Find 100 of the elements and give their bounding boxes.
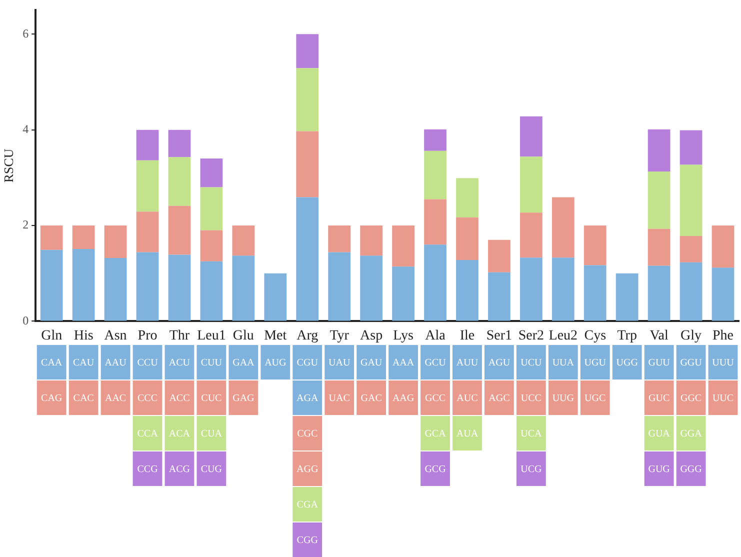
x-tick-label: Leu1 xyxy=(197,328,226,344)
x-tick-label: Glu xyxy=(232,328,254,344)
bar xyxy=(520,116,542,157)
text: AUA xyxy=(456,428,479,440)
text: GAA xyxy=(232,357,256,368)
bar xyxy=(520,258,542,321)
text: CCG xyxy=(137,464,158,475)
bar xyxy=(680,130,702,165)
bar xyxy=(648,129,670,172)
bar xyxy=(456,260,478,321)
text: CCC xyxy=(137,392,158,404)
bar xyxy=(104,226,127,258)
bar xyxy=(360,226,383,256)
y-axis-title: RSCU xyxy=(1,148,16,183)
bar xyxy=(424,199,446,245)
bar xyxy=(200,187,223,230)
x-tick-label: Asn xyxy=(104,328,127,344)
bar xyxy=(456,217,478,260)
text: CGU xyxy=(296,357,319,368)
bar xyxy=(296,34,319,68)
text: AAC xyxy=(104,392,126,404)
y-tick-label: 4 xyxy=(22,122,29,136)
text: UGG xyxy=(616,357,638,368)
bar xyxy=(360,256,383,321)
text: AGG xyxy=(296,464,318,475)
bar xyxy=(136,130,159,160)
text: GCC xyxy=(424,392,446,404)
bar xyxy=(328,252,351,321)
bar xyxy=(232,226,255,256)
x-tick-label: Trp xyxy=(617,328,637,344)
text: CCU xyxy=(137,357,159,368)
text: AAU xyxy=(104,357,128,368)
x-tick-label: Ile xyxy=(460,328,475,344)
text: ACC xyxy=(169,392,190,404)
text: UAU xyxy=(328,357,351,368)
bar xyxy=(488,272,510,321)
bar xyxy=(712,268,734,321)
bar xyxy=(296,131,319,198)
text: UCC xyxy=(520,392,542,404)
bar xyxy=(488,240,510,272)
x-tick-label: Val xyxy=(650,328,669,344)
bar xyxy=(72,248,95,321)
x-tick-label: Leu2 xyxy=(548,328,578,344)
bar xyxy=(616,273,638,321)
text: CGG xyxy=(296,534,318,546)
text: GCG xyxy=(424,464,446,475)
text: UGC xyxy=(584,392,606,404)
x-tick-label: Ser1 xyxy=(486,328,512,344)
x-tick-label: Phe xyxy=(712,328,734,344)
y-tick-label: 2 xyxy=(22,218,29,232)
text: ACG xyxy=(168,464,190,475)
text: GCU xyxy=(424,357,447,368)
text: GAU xyxy=(360,357,383,368)
bar xyxy=(40,250,63,321)
text: UUC xyxy=(712,392,734,404)
x-tick-label: Gly xyxy=(680,328,702,344)
text: UUG xyxy=(552,392,574,404)
bar xyxy=(552,197,574,258)
text: GGC xyxy=(680,392,702,404)
bar xyxy=(520,212,542,258)
text: AUC xyxy=(456,392,478,404)
bar xyxy=(648,266,670,321)
bar xyxy=(712,226,734,268)
x-tick-label: Met xyxy=(264,328,287,344)
text: AGA xyxy=(296,392,319,404)
bar xyxy=(424,244,446,321)
text: ACU xyxy=(168,357,191,368)
text: UCA xyxy=(520,428,543,440)
bar xyxy=(680,164,702,236)
bar xyxy=(584,265,606,321)
text: UUA xyxy=(552,357,575,368)
text: GUU xyxy=(648,357,671,368)
text: GGA xyxy=(680,428,703,440)
text: CUU xyxy=(200,357,223,368)
x-tick-label: Pro xyxy=(138,328,158,344)
bar xyxy=(424,129,446,151)
x-tick-label: Tyr xyxy=(330,328,350,344)
x-tick-label: Ser2 xyxy=(518,328,544,344)
y-tick-label: 0 xyxy=(22,313,29,328)
bar xyxy=(232,256,255,321)
text: UCG xyxy=(520,464,542,475)
bar xyxy=(264,273,287,321)
text: CAG xyxy=(41,392,62,404)
text: CUG xyxy=(200,464,222,475)
bar xyxy=(680,236,702,262)
bar xyxy=(136,252,159,321)
text: GAG xyxy=(232,392,254,404)
bar xyxy=(168,254,191,321)
bar xyxy=(200,261,223,321)
bar xyxy=(200,230,223,262)
text: GAC xyxy=(360,392,382,404)
x-tick-label: Thr xyxy=(169,328,190,344)
text: AGU xyxy=(488,357,511,368)
text: CUC xyxy=(201,392,222,404)
text: CUA xyxy=(200,428,223,440)
bar xyxy=(136,212,159,252)
text: GGU xyxy=(680,357,703,368)
bar xyxy=(424,150,446,200)
text: GCA xyxy=(424,428,447,440)
text: AUG xyxy=(264,357,286,368)
